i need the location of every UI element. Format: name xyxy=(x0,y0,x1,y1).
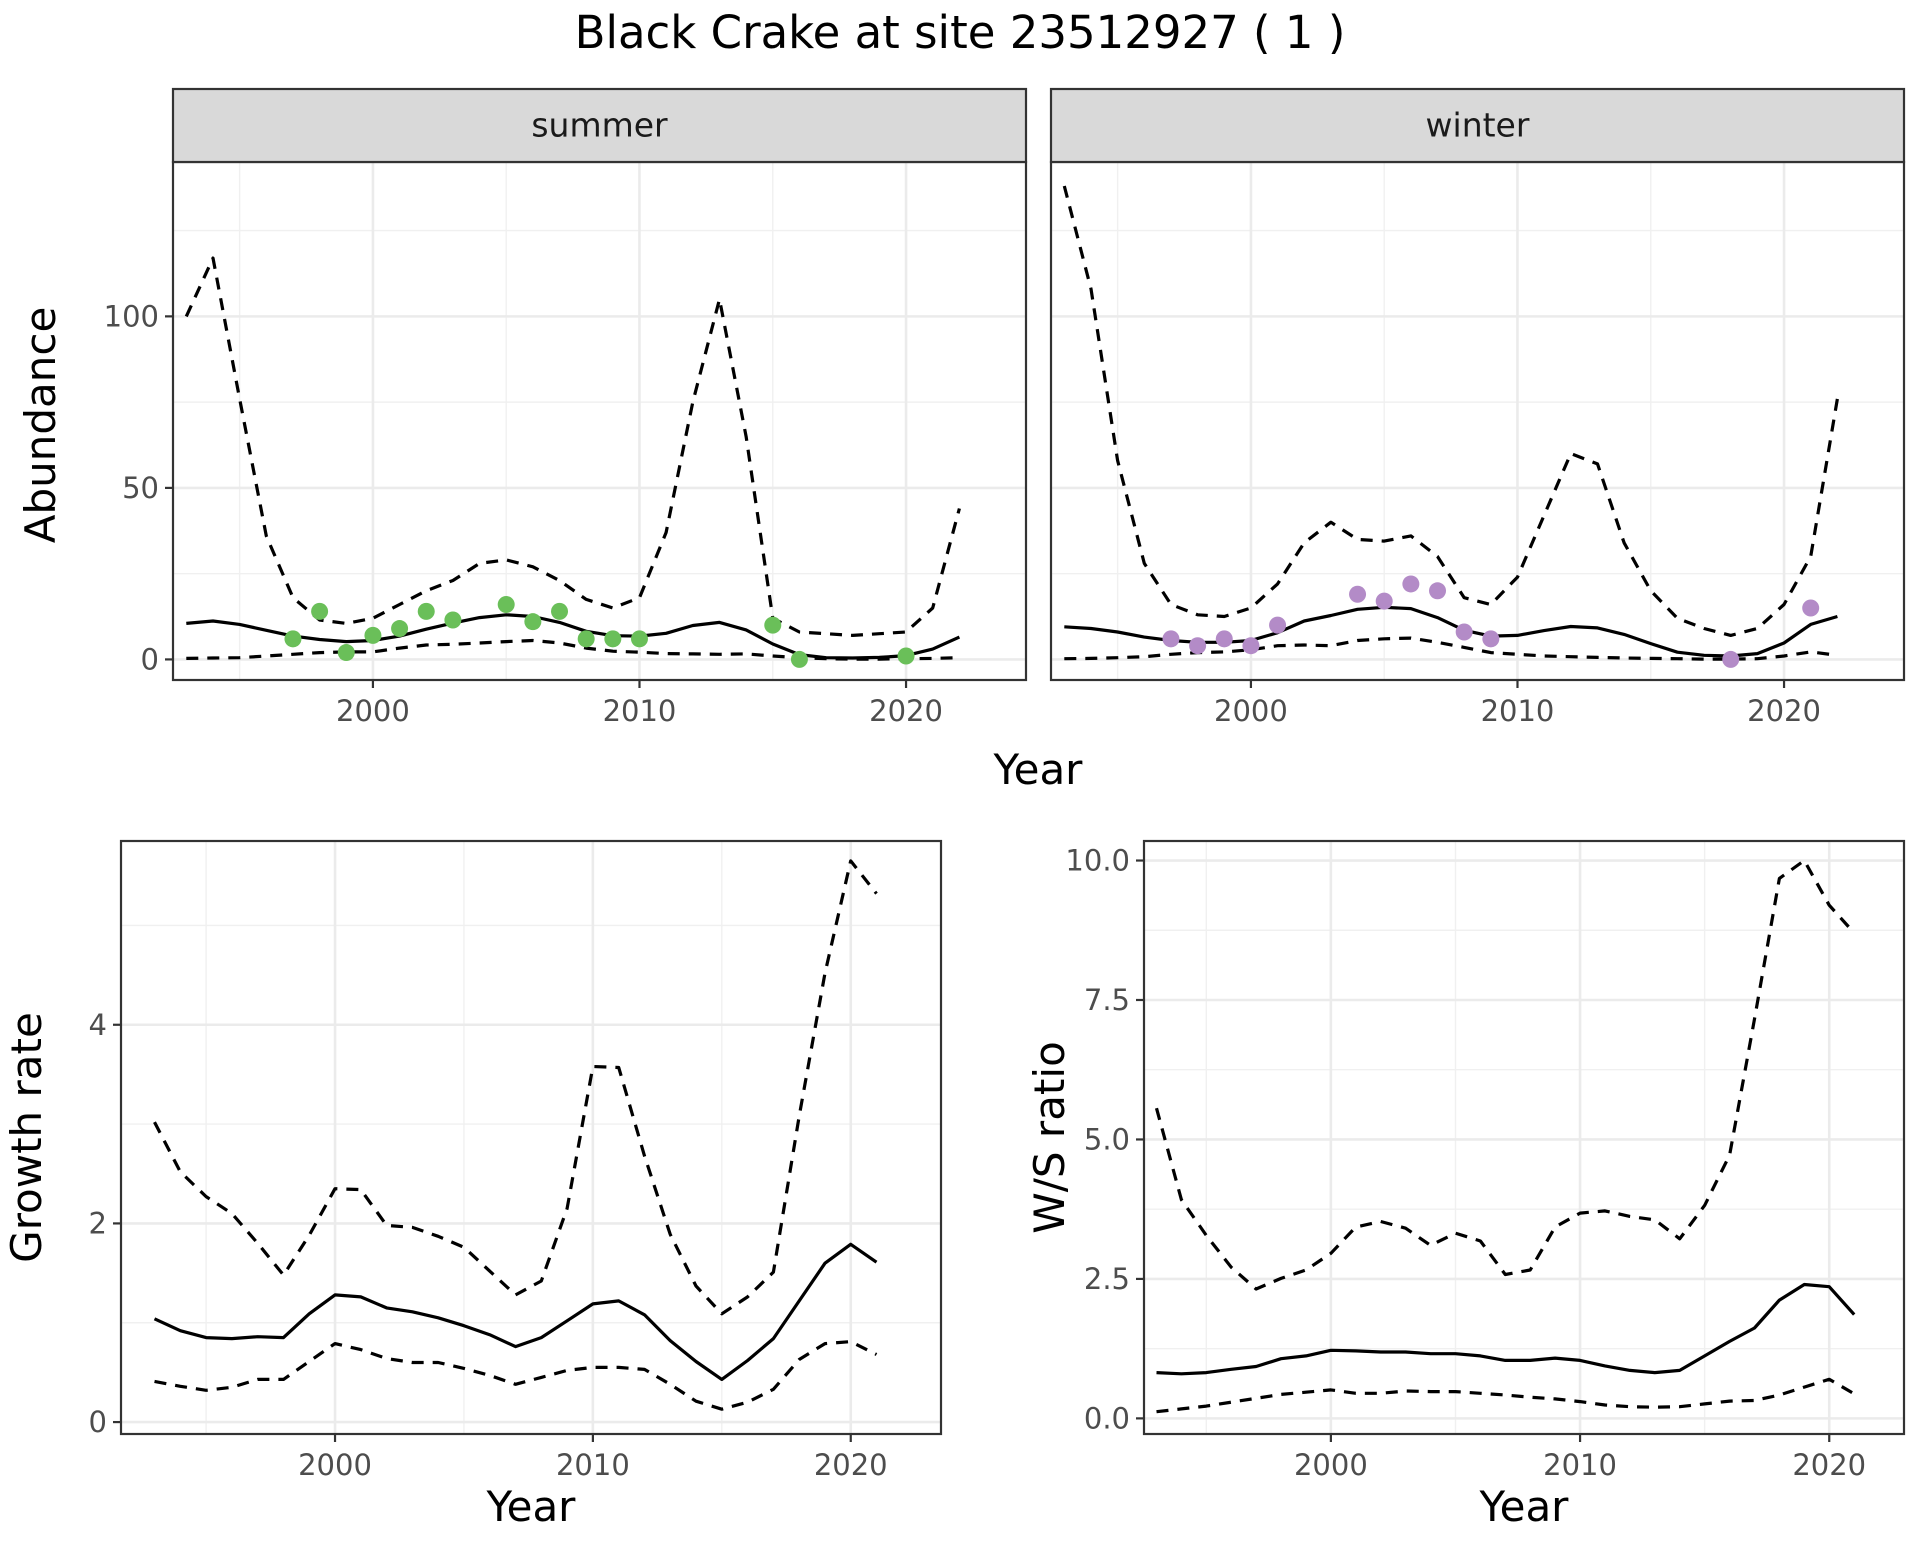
observation-point xyxy=(1375,592,1393,610)
observation-point xyxy=(1162,630,1180,648)
x-axis-title: Year xyxy=(1479,1482,1570,1531)
observation-point xyxy=(1482,630,1500,648)
x-tick-label: 2010 xyxy=(603,694,677,728)
observation-point xyxy=(630,630,648,648)
x-tick-label: 2010 xyxy=(556,1448,630,1482)
observation-point xyxy=(604,630,622,648)
facet-label: summer xyxy=(531,106,668,145)
observation-point xyxy=(790,650,808,668)
x-tick-label: 2020 xyxy=(1792,1448,1866,1482)
y-axis-title: Growth rate xyxy=(2,1012,51,1263)
upper-bound-line xyxy=(1154,858,1856,1291)
lower-bound-line xyxy=(154,1339,878,1411)
panel-ws-ratio: 2000 2010 2020 0.0 2.5 5.0 7.5 10.0 Year W/S rati… xyxy=(1025,839,1906,1531)
estimate-line xyxy=(1156,1282,1856,1376)
panel-winter-abundance: winter 2000 2010 2020 xyxy=(1049,87,1906,728)
upper-bound-line xyxy=(1062,185,1839,638)
x-tick-label: 2020 xyxy=(1747,694,1821,728)
panel-border xyxy=(1142,839,1906,1436)
observation-point xyxy=(551,602,569,620)
panel-summer-abundance: summer 2000 2010 2020 0 50 100 xyxy=(104,87,1028,728)
observation-point xyxy=(897,647,915,665)
facet-label: winter xyxy=(1426,106,1530,145)
observation-point xyxy=(391,620,409,638)
observation-point xyxy=(311,602,329,620)
top-axis-titles: Year Abundance xyxy=(16,307,1083,794)
y-tick-label: 2 xyxy=(89,1206,107,1240)
x-tick-label: 2000 xyxy=(1294,1448,1368,1482)
y-tick-label: 0 xyxy=(141,642,159,676)
observation-point xyxy=(764,616,782,634)
panel-border xyxy=(119,839,943,1436)
plot-background xyxy=(1051,162,1904,680)
observation-point xyxy=(1802,599,1820,617)
observation-point xyxy=(1722,650,1740,668)
x-tick-label: 2000 xyxy=(336,694,410,728)
plot-background xyxy=(1144,841,1904,1434)
y-tick-label: 4 xyxy=(89,1008,107,1042)
y-tick-label: 0.0 xyxy=(1084,1401,1130,1435)
observation-point xyxy=(524,613,542,631)
lower-bound-line xyxy=(186,638,960,661)
observation-point xyxy=(1455,623,1473,641)
observation-point xyxy=(337,644,355,662)
x-tick-label: 2020 xyxy=(814,1448,888,1482)
upper-bound-line xyxy=(153,859,878,1316)
y-tick-label: 50 xyxy=(122,471,159,505)
facet-strip xyxy=(1049,87,1906,164)
y-tick-label: 7.5 xyxy=(1084,983,1130,1017)
observation-point xyxy=(444,611,462,629)
observation-point xyxy=(497,596,515,614)
observation-point xyxy=(417,602,435,620)
observation-point xyxy=(364,626,382,644)
x-axis-title: Year xyxy=(486,1482,577,1531)
figure-title: Black Crake at site 23512927 ( 1 ) xyxy=(575,6,1346,59)
top-x-axis-title: Year xyxy=(993,745,1084,794)
y-tick-label: 0 xyxy=(89,1405,107,1439)
observation-point xyxy=(1215,630,1233,648)
estimate-line xyxy=(153,1242,878,1382)
observation-point xyxy=(1402,575,1420,593)
y-tick-label: 100 xyxy=(104,299,159,333)
y-axis-title: W/S ratio xyxy=(1025,1041,1074,1234)
observation-point xyxy=(284,630,302,648)
estimate-line xyxy=(186,613,961,660)
panel-growth-rate: 2000 2010 2020 0 2 4 Year Growth rate xyxy=(2,839,943,1531)
observation-point xyxy=(1189,637,1207,655)
plot-background xyxy=(121,841,941,1434)
plot-background xyxy=(173,162,1026,680)
observation-point xyxy=(1429,582,1447,600)
observation-point xyxy=(1349,585,1367,603)
top-y-axis-title: Abundance xyxy=(16,307,65,544)
observation-point xyxy=(577,630,595,648)
x-tick-label: 2010 xyxy=(1481,694,1555,728)
y-tick-label: 10.0 xyxy=(1065,844,1130,878)
observation-point xyxy=(1242,637,1260,655)
x-tick-label: 2000 xyxy=(1214,694,1288,728)
x-tick-label: 2010 xyxy=(1543,1448,1617,1482)
y-tick-label: 2.5 xyxy=(1084,1262,1130,1296)
observation-point xyxy=(1269,616,1287,634)
x-tick-label: 2020 xyxy=(869,694,943,728)
x-tick-label: 2000 xyxy=(298,1448,372,1482)
y-tick-label: 5.0 xyxy=(1084,1122,1130,1156)
facet-strip xyxy=(171,87,1028,164)
